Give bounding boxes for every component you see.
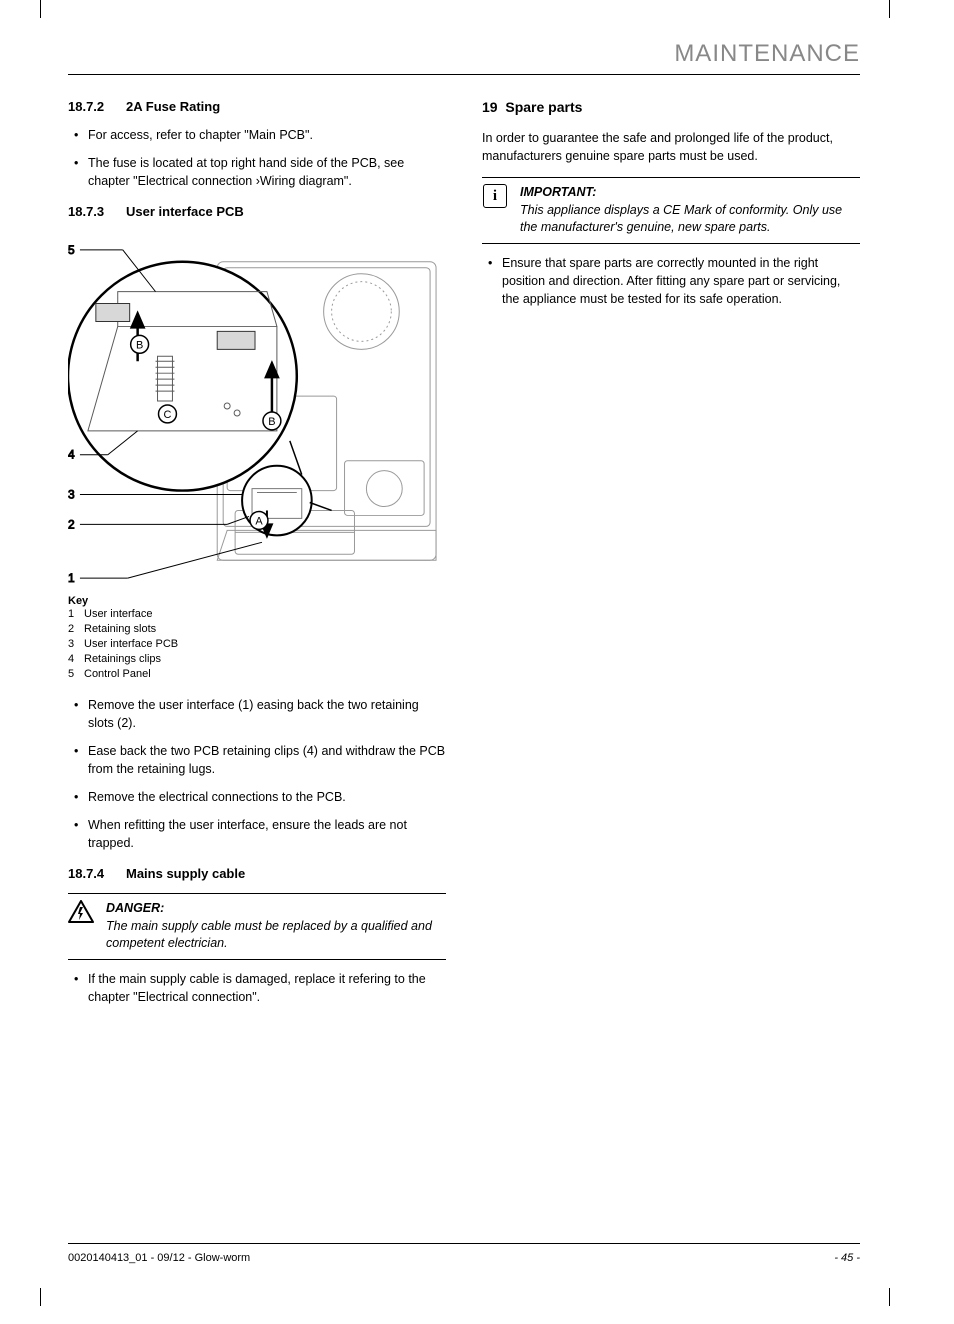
section-18-7-3-list: Remove the user interface (1) easing bac… (68, 696, 446, 853)
svg-text:B: B (136, 340, 143, 352)
key-row: 5Control Panel (68, 667, 446, 682)
right-column: 19 Spare parts In order to guarantee the… (482, 99, 860, 1020)
svg-text:4: 4 (68, 448, 75, 462)
list-item: Remove the user interface (1) easing bac… (68, 696, 446, 732)
svg-text:1: 1 (68, 571, 75, 585)
svg-text:5: 5 (68, 243, 75, 257)
section-19-list: Ensure that spare parts are correctly mo… (482, 254, 860, 308)
list-item: Remove the electrical connections to the… (68, 788, 446, 806)
user-interface-pcb-figure: B C B (68, 231, 446, 587)
section-18-7-3-heading: 18.7.3User interface PCB (68, 204, 446, 219)
svg-text:3: 3 (68, 488, 75, 502)
svg-text:2: 2 (68, 518, 75, 532)
list-item: Ensure that spare parts are correctly mo… (482, 254, 860, 308)
important-title: IMPORTANT: (520, 184, 860, 202)
key-title: Key (68, 595, 446, 607)
section-19-heading: 19 Spare parts (482, 99, 860, 115)
key-row: 1User interface (68, 607, 446, 622)
intro-paragraph: In order to guarantee the safe and prolo… (482, 129, 860, 165)
important-text: This appliance displays a CE Mark of con… (520, 202, 860, 237)
page-footer: 0020140413_01 - 09/12 - Glow-worm - 45 - (68, 1243, 860, 1264)
list-item: When refitting the user interface, ensur… (68, 816, 446, 852)
page-header: MAINTENANCE (68, 40, 860, 75)
list-item: The fuse is located at top right hand si… (68, 154, 446, 190)
important-callout: i IMPORTANT: This appliance displays a C… (482, 177, 860, 244)
content-columns: 18.7.22A Fuse Rating For access, refer t… (68, 99, 860, 1020)
left-column: 18.7.22A Fuse Rating For access, refer t… (68, 99, 446, 1020)
section-18-7-4-heading: 18.7.4Mains supply cable (68, 866, 446, 881)
info-icon: i (482, 184, 508, 237)
header-title: MAINTENANCE (68, 40, 860, 68)
svg-text:B: B (268, 416, 275, 428)
list-item: Ease back the two PCB retaining clips (4… (68, 742, 446, 778)
section-18-7-4-list: If the main supply cable is damaged, rep… (68, 970, 446, 1006)
section-18-7-2-heading: 18.7.22A Fuse Rating (68, 99, 446, 114)
svg-text:A: A (255, 516, 263, 528)
footer-doc-id: 0020140413_01 - 09/12 - Glow-worm (68, 1252, 250, 1264)
danger-body: DANGER: The main supply cable must be re… (106, 900, 446, 953)
danger-icon (68, 900, 94, 953)
key-row: 4Retainings clips (68, 652, 446, 667)
danger-title: DANGER: (106, 900, 446, 918)
important-body: IMPORTANT: This appliance displays a CE … (520, 184, 860, 237)
key-row: 3User interface PCB (68, 637, 446, 652)
svg-text:C: C (164, 409, 172, 421)
danger-callout: DANGER: The main supply cable must be re… (68, 893, 446, 960)
list-item: For access, refer to chapter "Main PCB". (68, 126, 446, 144)
footer-page-number: - 45 - (834, 1252, 860, 1264)
technical-diagram-svg: B C B (68, 231, 446, 587)
list-item: If the main supply cable is damaged, rep… (68, 970, 446, 1006)
danger-text: The main supply cable must be replaced b… (106, 918, 446, 953)
key-row: 2Retaining slots (68, 622, 446, 637)
section-18-7-2-list: For access, refer to chapter "Main PCB".… (68, 126, 446, 190)
figure-key: Key 1User interface 2Retaining slots 3Us… (68, 595, 446, 681)
